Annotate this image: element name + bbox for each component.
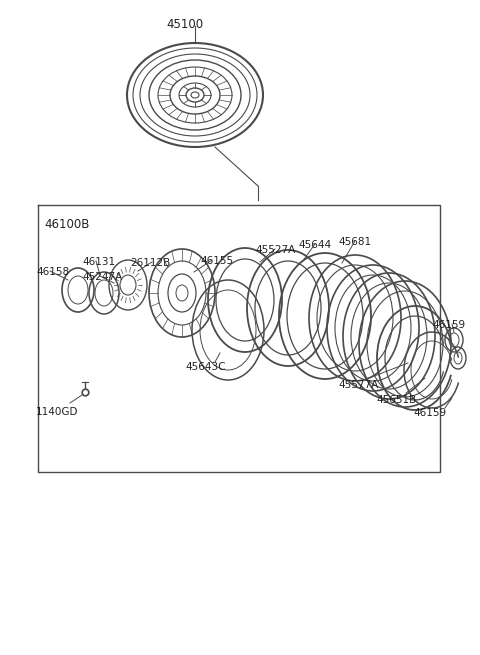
Text: 45643C: 45643C	[185, 362, 226, 372]
Text: 45644: 45644	[298, 240, 331, 250]
Text: 46131: 46131	[82, 257, 115, 267]
Text: 46100B: 46100B	[44, 218, 89, 231]
Text: 45681: 45681	[338, 237, 371, 247]
Text: 26112B: 26112B	[130, 258, 170, 268]
Text: 46158: 46158	[36, 267, 69, 277]
Text: 45577A: 45577A	[338, 380, 378, 390]
Text: 45100: 45100	[167, 18, 204, 31]
Text: 45527A: 45527A	[255, 245, 295, 255]
Text: 45651B: 45651B	[376, 395, 416, 405]
Text: 46155: 46155	[200, 256, 233, 266]
Text: 46159: 46159	[413, 408, 446, 418]
Text: 45247A: 45247A	[82, 272, 122, 282]
Text: 1140GD: 1140GD	[36, 407, 79, 417]
Text: 46159: 46159	[432, 320, 465, 330]
